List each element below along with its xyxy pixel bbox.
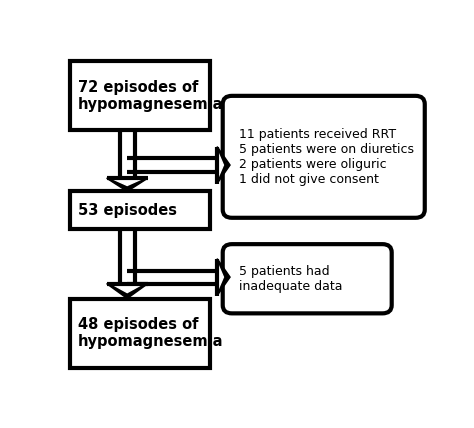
Text: 53 episodes: 53 episodes [78,203,177,218]
Text: 48 episodes of
hypomagnesemia: 48 episodes of hypomagnesemia [78,317,223,349]
FancyBboxPatch shape [223,96,425,218]
Polygon shape [111,178,143,185]
FancyBboxPatch shape [70,299,210,368]
Polygon shape [217,147,230,184]
FancyBboxPatch shape [70,61,210,131]
Polygon shape [107,284,148,299]
Polygon shape [217,263,223,291]
Polygon shape [107,178,148,191]
FancyBboxPatch shape [223,244,392,313]
Polygon shape [111,284,143,293]
Polygon shape [217,259,230,296]
FancyBboxPatch shape [70,191,210,229]
Text: 72 episodes of
hypomagnesemia: 72 episodes of hypomagnesemia [78,80,223,112]
Text: 5 patients had
inadequate data: 5 patients had inadequate data [239,265,343,293]
Polygon shape [217,151,223,180]
Text: 11 patients received RRT
5 patients were on diuretics
2 patients were oliguric
1: 11 patients received RRT 5 patients were… [239,128,414,186]
